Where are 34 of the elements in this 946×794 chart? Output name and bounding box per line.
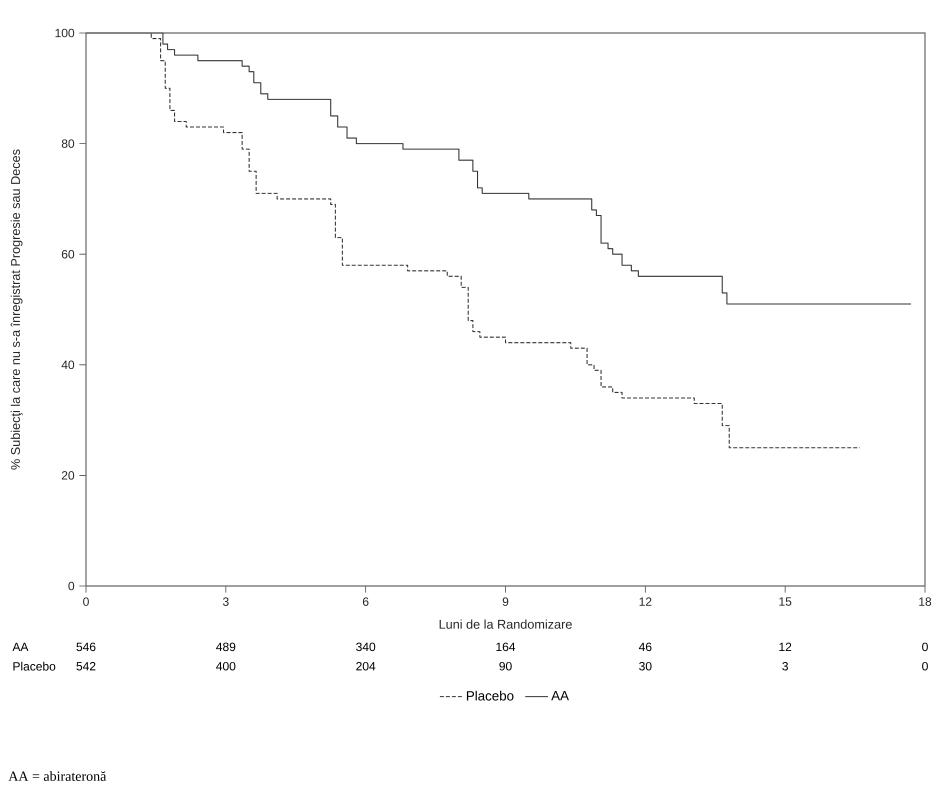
legend-label: Placebo (466, 690, 514, 701)
text: 90 (499, 662, 512, 670)
y-tick-label: 80 (62, 139, 74, 148)
x-axis-title: Luni de la Randomizare (440, 619, 572, 629)
text: 46 (638, 642, 652, 652)
legend-label: AA (551, 691, 569, 700)
y-tick-label: 0 (68, 582, 74, 590)
y-tick-label: 40 (62, 360, 74, 370)
text: 489 (216, 642, 236, 652)
text: 340 (356, 642, 376, 652)
x-tick-label: 18 (919, 597, 932, 606)
x-tick-label: 12 (640, 597, 652, 606)
y-tick-label: 100 (56, 28, 74, 38)
text: 204 (356, 662, 376, 670)
text: 12 (779, 642, 792, 652)
text: AA = abirateronă (8, 771, 106, 781)
text: 0 (922, 662, 928, 670)
text: 3 (782, 662, 788, 670)
y-tick-label: 20 (62, 471, 74, 480)
x-tick-label: 9 (502, 597, 508, 606)
text: 0 (922, 642, 928, 652)
x-tick-label: 3 (222, 597, 229, 606)
x-tick-label: 6 (362, 597, 368, 606)
text: 400 (216, 662, 236, 670)
text: 542 (76, 662, 96, 670)
y-axis-title: % Subiecţi la care nu s-a înregistrat Progresie sau Deces (10, 150, 23, 470)
text: Placebo (13, 662, 56, 671)
x-tick-label: 15 (779, 597, 792, 606)
text: 164 (496, 642, 516, 652)
y-tick-label: 60 (62, 250, 74, 258)
text: AA (12, 642, 28, 651)
text: 546 (76, 642, 96, 652)
text: 30 (639, 662, 652, 670)
x-tick-label: 0 (83, 597, 89, 606)
